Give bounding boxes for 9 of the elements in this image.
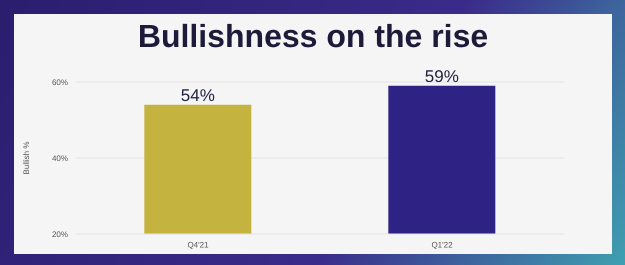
y-axis-title: Bullish % <box>22 142 31 174</box>
y-tick-label: 60% <box>52 78 68 87</box>
x-tick-label: Q1'22 <box>431 240 454 250</box>
y-tick-label: 40% <box>52 154 68 163</box>
x-tick-label: Q4'21 <box>187 240 210 250</box>
data-label: 59% <box>424 66 459 86</box>
y-tick-label: 20% <box>52 230 68 239</box>
chart-title: Bullishness on the rise <box>136 18 490 56</box>
data-label: 54% <box>180 86 215 105</box>
